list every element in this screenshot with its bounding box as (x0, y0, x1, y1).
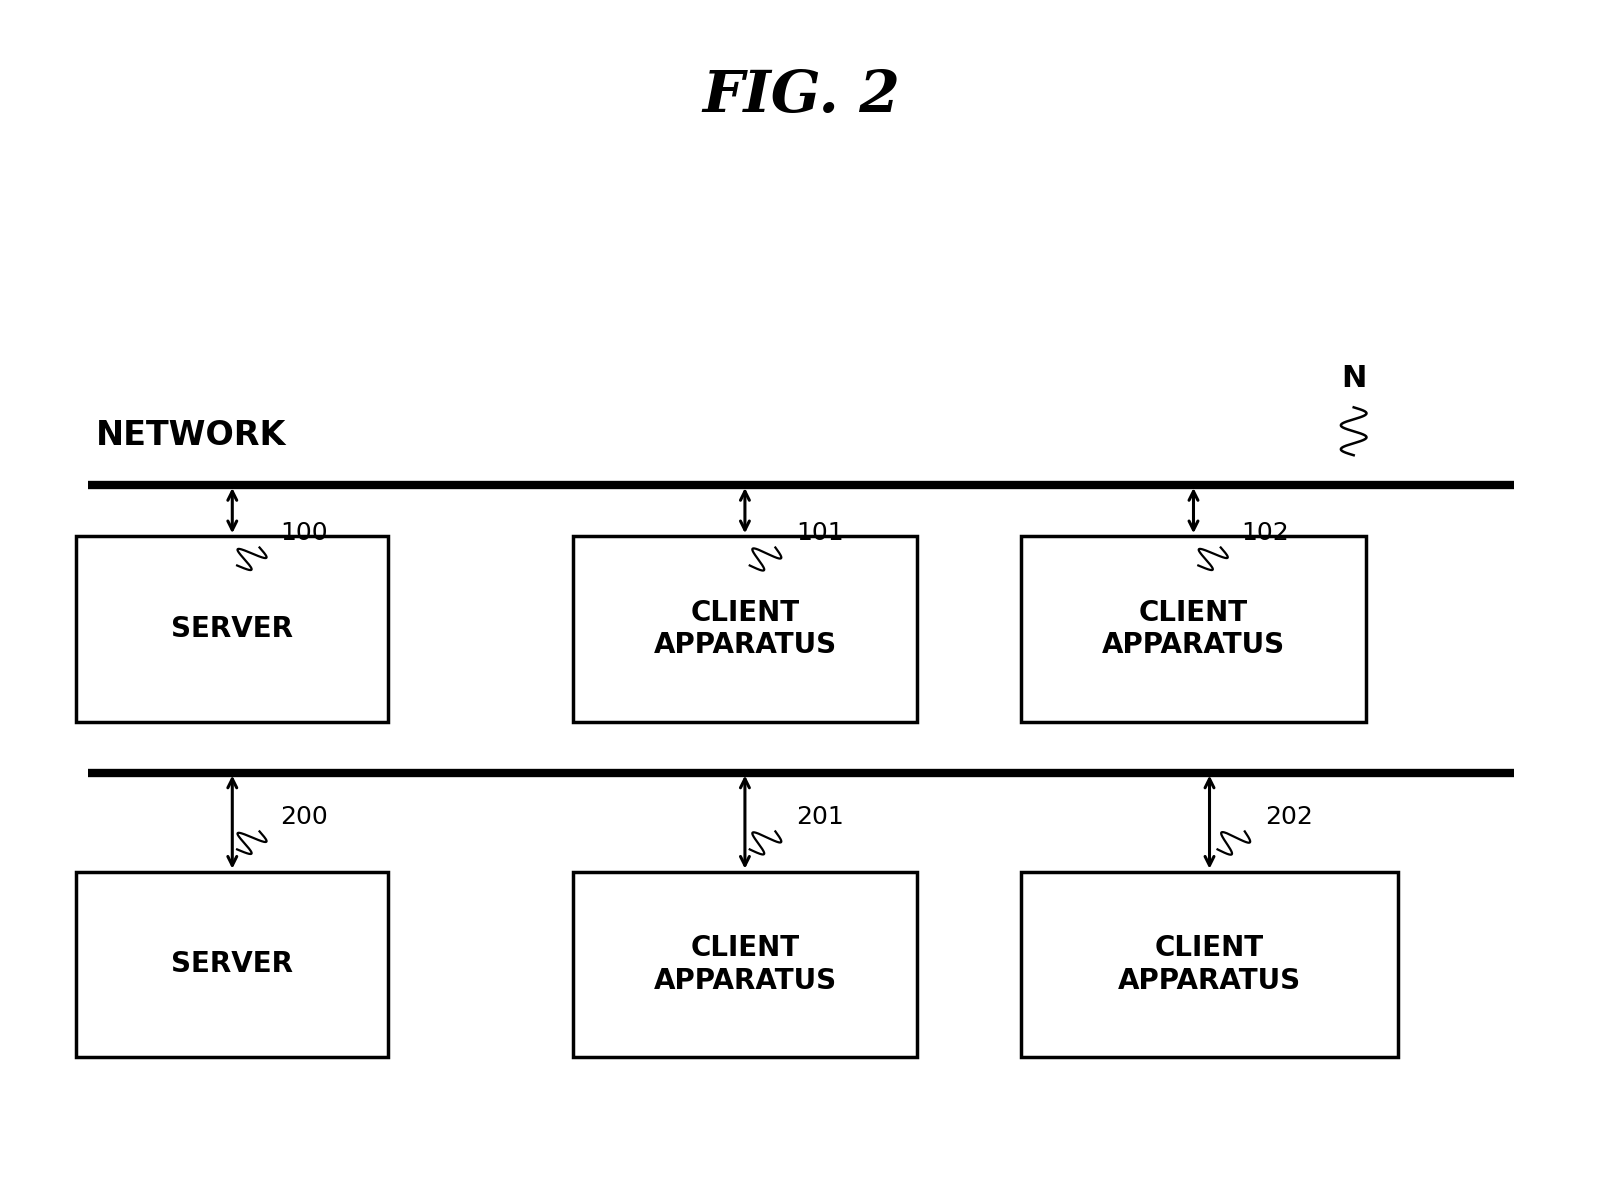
FancyBboxPatch shape (1022, 872, 1397, 1057)
Text: 201: 201 (796, 805, 844, 829)
Text: CLIENT
APPARATUS: CLIENT APPARATUS (654, 599, 836, 659)
Text: SERVER: SERVER (171, 615, 293, 643)
Text: N: N (1341, 364, 1367, 393)
Text: CLIENT
APPARATUS: CLIENT APPARATUS (1118, 934, 1301, 994)
Text: 100: 100 (280, 521, 328, 545)
Text: FIG. 2: FIG. 2 (702, 67, 900, 125)
Text: CLIENT
APPARATUS: CLIENT APPARATUS (1102, 599, 1285, 659)
FancyBboxPatch shape (574, 872, 916, 1057)
FancyBboxPatch shape (1022, 537, 1365, 721)
Text: NETWORK: NETWORK (96, 418, 287, 452)
Text: 101: 101 (796, 521, 844, 545)
Text: 200: 200 (280, 805, 328, 829)
Text: 102: 102 (1242, 521, 1290, 545)
FancyBboxPatch shape (574, 537, 916, 721)
Text: SERVER: SERVER (171, 950, 293, 979)
Text: 202: 202 (1266, 805, 1314, 829)
Text: CLIENT
APPARATUS: CLIENT APPARATUS (654, 934, 836, 994)
FancyBboxPatch shape (75, 872, 389, 1057)
FancyBboxPatch shape (75, 537, 389, 721)
